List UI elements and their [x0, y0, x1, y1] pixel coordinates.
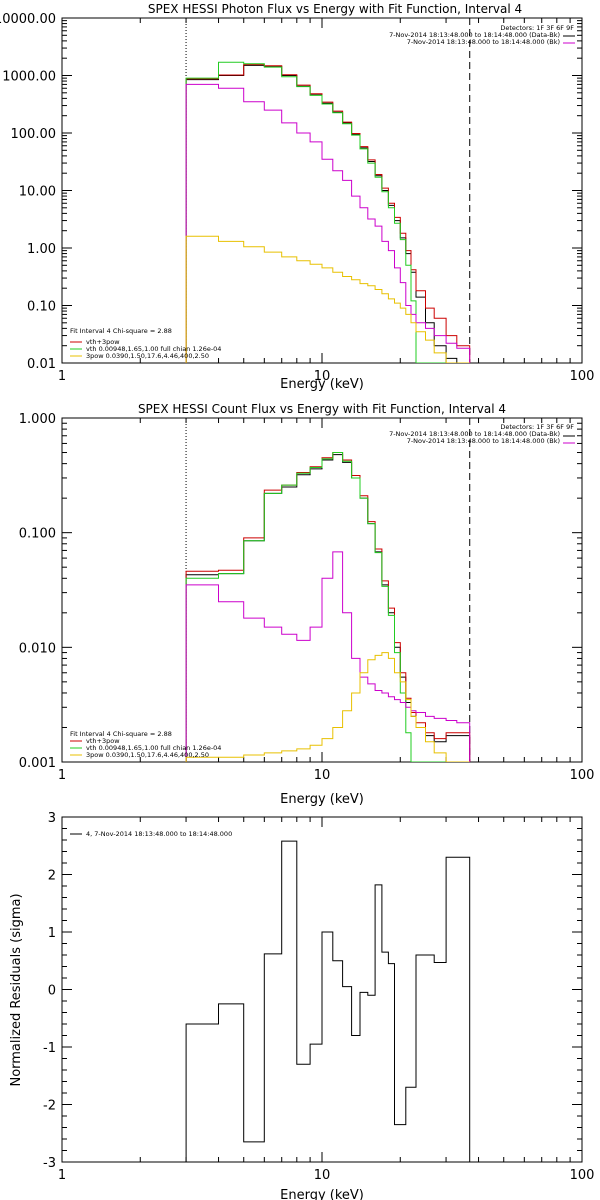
photon-flux-y-tick-label: 0.10 [27, 300, 56, 315]
count-flux-panel: SPEX HESSI Count Flux vs Energy with Fit… [19, 402, 595, 807]
photon-flux-panel: SPEX HESSI Photon Flux vs Energy with Fi… [0, 2, 594, 392]
residuals-legend: 4, 7-Nov-2014 18:13:48.000 to 18:14:48.0… [86, 830, 232, 838]
photon-flux-legend-series-label: vth+3pow [86, 338, 120, 346]
photon-flux-fit-legend: Fit Interval 4 Chi-square = 2.88 [70, 327, 172, 335]
photon-flux-x-tick-label: 1 [58, 369, 66, 384]
photon-flux-y-tick-label: 10000.00 [0, 12, 56, 27]
residuals-data-layer [185, 840, 471, 1162]
residuals-xlabel: Energy (keV) [280, 1188, 364, 1200]
photon-flux-data-layer [185, 18, 471, 363]
count-flux-data-layer [185, 418, 471, 762]
count-flux-fit-legend: Fit Interval 4 Chi-square = 2.88 [70, 730, 172, 738]
residuals-ylabel: Normalized Residuals (sigma) [9, 893, 24, 1086]
photon-flux-bk-legend: 7-Nov-2014 18:13:48.000 to 18:14:48.000 … [407, 38, 560, 46]
photon-flux-series-group: 1 10 100 0.01 0.10 1.00 10.00 100.00 1000.00 1000… [0, 12, 594, 384]
photon-flux-y-tick-label: 1.00 [27, 242, 56, 257]
photon-flux-y-tick-label: 0.01 [27, 357, 56, 372]
count-flux-xlabel: Energy (keV) [280, 792, 364, 807]
count-flux-legend-series-label: vth 0.00948,1.65,1.00 full chian 1.26e-0… [86, 744, 221, 752]
count-flux-y-tick-label: 1.000 [19, 412, 56, 427]
residuals-y-tick-label: -2 [43, 1099, 56, 1114]
residuals-series-0 [185, 840, 471, 1162]
count-flux-x-tick-label: 100 [570, 768, 595, 783]
photon-flux-x-tick-label: 100 [570, 369, 595, 384]
photon-flux-series-4 [185, 235, 470, 363]
residuals-x-tick-label: 10 [314, 1168, 331, 1183]
photon-flux-legend-series-label: vth 0.00948,1.65,1.00 full chian 1.26e-0… [86, 345, 221, 353]
residuals-x-tick-label: 100 [570, 1168, 595, 1183]
count-flux-y-tick-label: 0.001 [19, 756, 56, 771]
count-flux-databk-legend: 7-Nov-2014 18:13:48.000 to 18:14:48.000 … [389, 430, 560, 438]
count-flux-y-tick-label: 0.100 [19, 527, 56, 542]
photon-flux-y-tick-label: 10.00 [19, 185, 56, 200]
residuals-y-tick-label: 2 [48, 869, 56, 884]
count-flux-series-2 [185, 452, 470, 762]
count-flux-title: SPEX HESSI Count Flux vs Energy with Fit… [138, 402, 506, 416]
photon-flux-series-2 [185, 61, 470, 363]
residuals-series-group: 1 10 100 -3 -2 -1 0 1 2 3 [43, 811, 594, 1183]
residuals-x-tick-label: 1 [58, 1168, 66, 1183]
count-flux-x-tick-label: 10 [314, 768, 331, 783]
photon-flux-legend-series-label: 3pow 0.0390,1.50,17.6,4.46,400,2.50 [86, 352, 209, 360]
count-flux-series-4 [185, 652, 470, 762]
count-flux-x-tick-label: 1 [58, 768, 66, 783]
photon-flux-detectors-legend: Detectors: 1F 3F 6F 9F [500, 24, 574, 32]
residuals-y-tick-label: -1 [43, 1041, 56, 1056]
photon-flux-databk-legend: 7-Nov-2014 18:13:48.000 to 18:14:48.000 … [389, 31, 560, 39]
residuals-panel: 1 10 100 -3 -2 -1 0 1 2 3 Energy (keV) Normalized… [9, 811, 594, 1200]
photon-flux-xlabel: Energy (keV) [280, 377, 364, 392]
residuals-y-tick-label: -3 [43, 1156, 56, 1171]
count-flux-legend-series-label: 3pow 0.0390,1.50,17.6,4.46,400,2.50 [86, 751, 209, 759]
count-flux-series-3 [185, 551, 471, 762]
photon-flux-y-tick-label: 1000.00 [2, 70, 56, 85]
count-flux-y-tick-label: 0.010 [19, 641, 56, 656]
count-flux-legend-series-label: vth+3pow [86, 737, 120, 745]
residuals-y-tick-label: 1 [48, 926, 56, 941]
photon-flux-x-tick-label: 10 [314, 369, 331, 384]
count-flux-bk-legend: 7-Nov-2014 18:13:48.000 to 18:14:48.000 … [407, 437, 560, 445]
count-flux-detectors-legend: Detectors: 1F 3F 6F 9F [500, 423, 574, 431]
photon-flux-series-3 [185, 83, 471, 363]
photon-flux-title: SPEX HESSI Photon Flux vs Energy with Fi… [148, 2, 522, 16]
photon-flux-y-tick-label: 100.00 [11, 127, 57, 142]
residuals-y-tick-label: 0 [48, 984, 56, 999]
residuals-y-tick-label: 3 [48, 811, 56, 826]
